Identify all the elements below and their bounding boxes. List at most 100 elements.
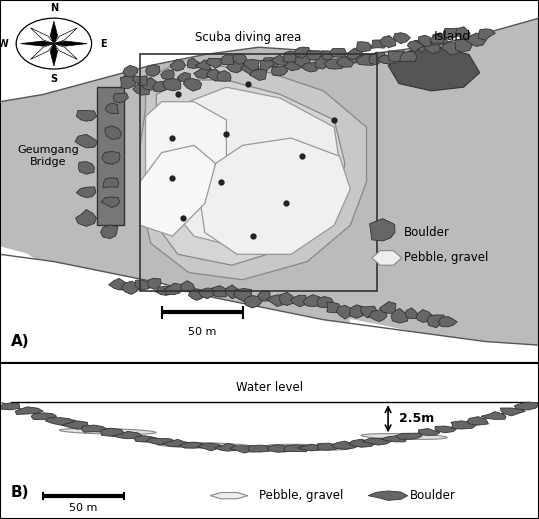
Polygon shape: [105, 103, 119, 114]
Polygon shape: [212, 285, 226, 297]
Polygon shape: [206, 58, 222, 69]
Polygon shape: [151, 80, 345, 265]
Polygon shape: [303, 295, 323, 307]
Polygon shape: [194, 67, 211, 78]
Polygon shape: [455, 26, 470, 39]
Polygon shape: [356, 54, 374, 65]
Polygon shape: [272, 66, 288, 76]
Polygon shape: [189, 289, 205, 301]
Polygon shape: [317, 443, 338, 450]
Text: Island: Island: [434, 30, 472, 43]
Bar: [97, 87, 124, 225]
Text: Scuba diving area: Scuba diving area: [195, 31, 301, 44]
Polygon shape: [431, 34, 444, 44]
Polygon shape: [322, 51, 336, 60]
Polygon shape: [103, 177, 119, 188]
Polygon shape: [451, 421, 476, 429]
Polygon shape: [336, 56, 354, 67]
Polygon shape: [78, 161, 94, 174]
Polygon shape: [75, 210, 96, 226]
Polygon shape: [291, 295, 307, 307]
Polygon shape: [388, 47, 480, 91]
Polygon shape: [412, 40, 429, 53]
Polygon shape: [198, 288, 218, 299]
Text: B): B): [11, 485, 29, 500]
Polygon shape: [140, 65, 367, 280]
Polygon shape: [481, 412, 506, 419]
Polygon shape: [441, 42, 459, 55]
Polygon shape: [206, 69, 223, 81]
Polygon shape: [388, 51, 404, 62]
Polygon shape: [164, 283, 184, 295]
Text: Boulder: Boulder: [404, 226, 450, 239]
Polygon shape: [199, 138, 350, 254]
Polygon shape: [0, 0, 539, 363]
Text: E: E: [100, 38, 106, 49]
Polygon shape: [396, 433, 422, 439]
Polygon shape: [432, 33, 447, 45]
Polygon shape: [391, 308, 409, 323]
Polygon shape: [134, 436, 160, 442]
Polygon shape: [81, 425, 107, 432]
Polygon shape: [377, 56, 397, 64]
Polygon shape: [179, 442, 209, 448]
Polygon shape: [369, 310, 387, 322]
Polygon shape: [101, 225, 118, 239]
Polygon shape: [155, 286, 173, 295]
Polygon shape: [225, 285, 240, 299]
Text: Pebble, gravel: Pebble, gravel: [404, 251, 489, 265]
Text: Water level: Water level: [236, 381, 303, 394]
Polygon shape: [258, 291, 271, 301]
Polygon shape: [0, 403, 19, 410]
Polygon shape: [54, 28, 78, 44]
Polygon shape: [31, 413, 57, 419]
Polygon shape: [226, 61, 244, 73]
Polygon shape: [347, 51, 366, 63]
Polygon shape: [379, 36, 396, 48]
Polygon shape: [372, 251, 402, 265]
Polygon shape: [356, 42, 371, 52]
Polygon shape: [294, 47, 310, 58]
Polygon shape: [454, 39, 472, 52]
Polygon shape: [146, 102, 226, 207]
Polygon shape: [435, 426, 457, 433]
Polygon shape: [161, 70, 174, 79]
Polygon shape: [181, 281, 195, 293]
Polygon shape: [233, 289, 251, 302]
Polygon shape: [248, 445, 275, 452]
Polygon shape: [466, 33, 486, 47]
Polygon shape: [140, 145, 216, 236]
Text: 50 m: 50 m: [70, 503, 98, 513]
Polygon shape: [330, 48, 346, 57]
Polygon shape: [0, 0, 119, 102]
Polygon shape: [230, 446, 255, 453]
Polygon shape: [30, 28, 54, 44]
Polygon shape: [133, 84, 150, 95]
Polygon shape: [121, 76, 136, 89]
Polygon shape: [336, 305, 356, 319]
Polygon shape: [405, 308, 418, 319]
Polygon shape: [381, 436, 407, 442]
Polygon shape: [284, 445, 309, 452]
Ellipse shape: [361, 433, 447, 440]
Polygon shape: [0, 18, 539, 345]
Polygon shape: [170, 59, 185, 71]
Polygon shape: [75, 134, 98, 148]
Polygon shape: [101, 197, 120, 208]
Polygon shape: [301, 62, 319, 72]
Text: Pebble, gravel: Pebble, gravel: [259, 489, 343, 502]
Ellipse shape: [156, 443, 253, 448]
Text: A): A): [11, 334, 30, 349]
Polygon shape: [240, 62, 259, 74]
Polygon shape: [370, 218, 395, 241]
Polygon shape: [327, 302, 341, 313]
Polygon shape: [331, 441, 361, 449]
Polygon shape: [109, 278, 129, 290]
Polygon shape: [217, 71, 231, 81]
Polygon shape: [298, 444, 321, 451]
Polygon shape: [371, 40, 386, 48]
Text: W: W: [0, 38, 8, 49]
Circle shape: [50, 40, 58, 47]
Polygon shape: [267, 295, 285, 307]
Polygon shape: [349, 305, 363, 318]
